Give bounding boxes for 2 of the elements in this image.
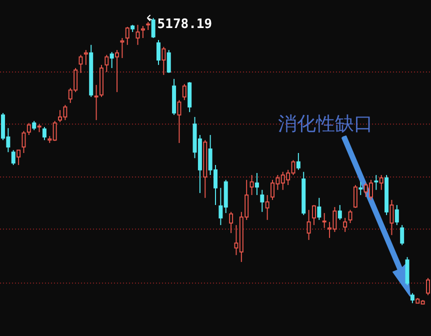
annotation: 5178.19: [157, 17, 212, 32]
annotation: 消化性缺口: [278, 113, 373, 135]
